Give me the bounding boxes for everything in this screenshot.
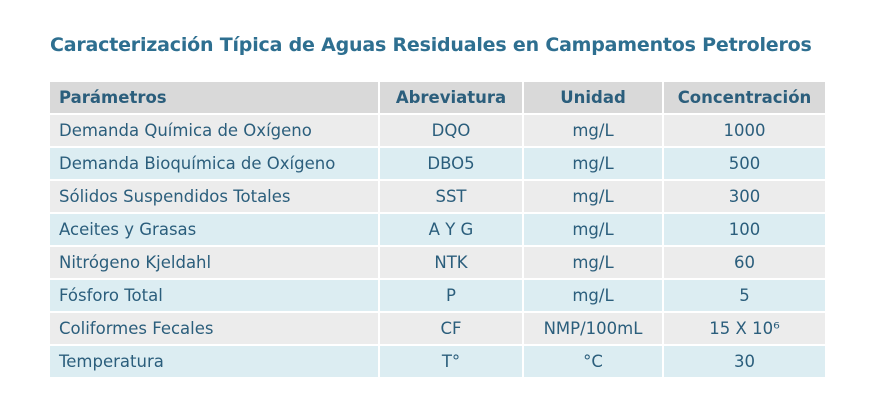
- table-cell: SST: [378, 179, 524, 214]
- table-cell: 500: [662, 146, 827, 181]
- header-cell: Concentración: [662, 80, 827, 115]
- table-cell: DQO: [378, 113, 524, 148]
- table-cell: Fósforo Total: [48, 278, 380, 313]
- table-cell: 15 X 10⁶: [662, 311, 827, 346]
- header-cell: Abreviatura: [378, 80, 524, 115]
- table-cell: mg/L: [522, 179, 664, 214]
- table-cell: DBO5: [378, 146, 524, 181]
- table-cell: °C: [522, 344, 664, 379]
- table-cell: NTK: [378, 245, 524, 280]
- table-cell: CF: [378, 311, 524, 346]
- table-row: Sólidos Suspendidos Totales SST mg/L 300: [48, 179, 827, 214]
- table-cell: Nitrógeno Kjeldahl: [48, 245, 380, 280]
- title: Caracterización Típica de Aguas Residual…: [50, 34, 812, 56]
- table-cell: 100: [662, 212, 827, 247]
- table-cell: Aceites y Grasas: [48, 212, 380, 247]
- table-body: Demanda Química de Oxígeno DQO mg/L 1000 Dem…: [48, 113, 827, 379]
- table-cell: P: [378, 278, 524, 313]
- table-row: Demanda Química de Oxígeno DQO mg/L 1000: [48, 113, 827, 148]
- table-row: Temperatura T° °C 30: [48, 344, 827, 379]
- table-cell: A Y G: [378, 212, 524, 247]
- table-cell: Coliformes Fecales: [48, 311, 380, 346]
- header-cell: Unidad: [522, 80, 664, 115]
- table-row: Coliformes Fecales CF NMP/100mL 15 X 10⁶: [48, 311, 827, 346]
- table-cell: 60: [662, 245, 827, 280]
- header-row: Parámetros Abreviatura Unidad Concentración: [48, 80, 827, 115]
- table-row: Nitrógeno Kjeldahl NTK mg/L 60: [48, 245, 827, 280]
- table-cell: Temperatura: [48, 344, 380, 379]
- table-cell: 30: [662, 344, 827, 379]
- table-cell: mg/L: [522, 113, 664, 148]
- table-cell: Demanda Bioquímica de Oxígeno: [48, 146, 380, 181]
- table-cell: mg/L: [522, 212, 664, 247]
- table-cell: 5: [662, 278, 827, 313]
- data-table: Parámetros Abreviatura Unidad Concentración…: [48, 80, 827, 379]
- table-cell: Sólidos Suspendidos Totales: [48, 179, 380, 214]
- table-cell: mg/L: [522, 146, 664, 181]
- table-cell: Demanda Química de Oxígeno: [48, 113, 380, 148]
- table-cell: NMP/100mL: [522, 311, 664, 346]
- table-row: Demanda Bioquímica de Oxígeno DBO5 mg/L 500: [48, 146, 827, 181]
- table-cell: mg/L: [522, 245, 664, 280]
- table-cell: T°: [378, 344, 524, 379]
- table-cell: 300: [662, 179, 827, 214]
- table-cell: mg/L: [522, 278, 664, 313]
- table-cell: 1000: [662, 113, 827, 148]
- header-cell: Parámetros: [48, 80, 380, 115]
